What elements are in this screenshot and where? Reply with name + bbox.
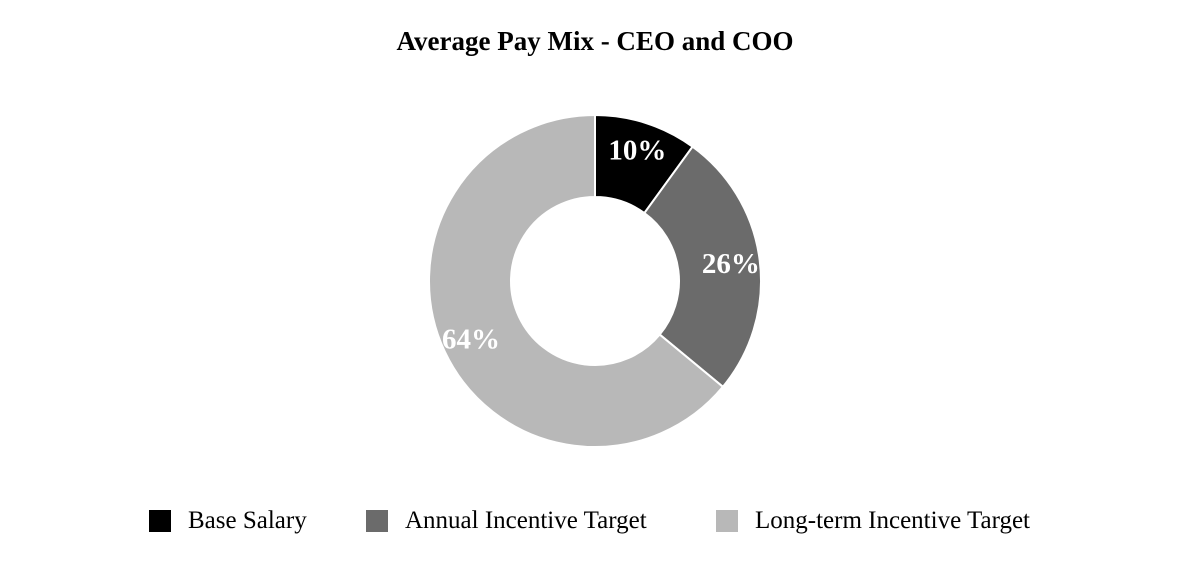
donut-slice-annual-incentive-target xyxy=(642,145,762,389)
donut-data-labels: 10% 26% 64% xyxy=(442,135,760,356)
legend-item-base-salary: Base Salary xyxy=(149,503,307,539)
chart-legend: Base Salary Annual Incentive Target Long… xyxy=(0,503,1190,539)
legend-swatch-base-salary xyxy=(149,510,171,532)
legend-swatch-long-term-incentive-target xyxy=(716,510,738,532)
legend-label-base-salary: Base Salary xyxy=(188,507,307,534)
data-label-base-salary: 10% xyxy=(608,135,666,167)
legend-swatch-annual-incentive-target xyxy=(366,510,388,532)
legend-label-annual-incentive-target: Annual Incentive Target xyxy=(405,507,647,534)
data-label-long-term-incentive-target: 64% xyxy=(442,323,500,355)
data-label-annual-incentive-target: 26% xyxy=(702,248,760,280)
donut-slice-long-term-incentive-target xyxy=(428,113,725,448)
legend-item-long-term-incentive-target: Long-term Incentive Target xyxy=(716,503,1030,539)
legend-item-annual-incentive-target: Annual Incentive Target xyxy=(366,503,647,539)
donut-slices xyxy=(428,113,762,448)
legend-label-long-term-incentive-target: Long-term Incentive Target xyxy=(755,507,1030,534)
chart-title: Average Pay Mix - CEO and COO xyxy=(396,26,794,56)
